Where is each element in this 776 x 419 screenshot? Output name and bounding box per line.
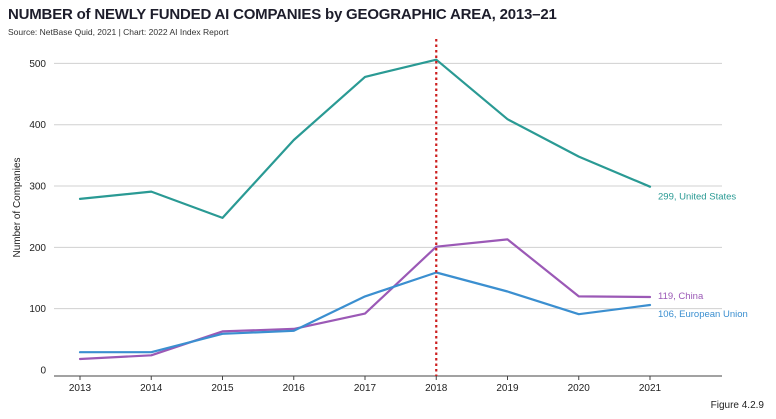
- y-tick-label: 300: [29, 182, 46, 193]
- series-line-european-union: [78, 271, 652, 354]
- x-tick-label: 2018: [425, 383, 448, 394]
- x-tick-label: 2020: [568, 383, 591, 394]
- series-line-china: [78, 238, 652, 361]
- y-axis-label: Number of Companies: [12, 157, 23, 257]
- x-tick-label: 2019: [496, 383, 519, 394]
- series-end-label-china: 119, China: [658, 291, 704, 302]
- figure-number: Figure 4.2.9: [710, 400, 764, 411]
- x-tick-label: 2017: [354, 383, 377, 394]
- x-tick-label: 2014: [140, 383, 163, 394]
- x-tick-label: 2021: [639, 383, 662, 394]
- y-tick-label: 400: [29, 120, 46, 131]
- series-lines: [78, 58, 652, 361]
- series-end-label-united-states: 299, United States: [658, 192, 736, 203]
- grid-lines: [54, 62, 722, 310]
- x-tick-label: 2015: [211, 383, 234, 394]
- y-axis-ticks: 0 100 200 300 400 500: [29, 59, 46, 377]
- chart-source: Source: NetBase Quid, 2021 | Chart: 2022…: [8, 27, 229, 37]
- x-tick-label: 2016: [283, 383, 306, 394]
- y-tick-label: 200: [29, 243, 46, 254]
- y-tick-label: 500: [29, 59, 46, 70]
- series-end-label-european-union: 106, European Union: [658, 309, 748, 320]
- y-tick-label: 0: [40, 366, 46, 377]
- x-tick-label: 2013: [69, 383, 92, 394]
- series-end-labels: 299, United States 119, China 106, Europea…: [658, 192, 748, 320]
- y-tick-label: 100: [29, 304, 46, 315]
- series-line-united-states: [78, 58, 652, 219]
- chart-title: NUMBER of NEWLY FUNDED AI COMPANIES by G…: [8, 6, 557, 23]
- x-axis-ticks: 2013 2014 2015 2016 2017 2018 2019 2020 2021: [69, 376, 662, 394]
